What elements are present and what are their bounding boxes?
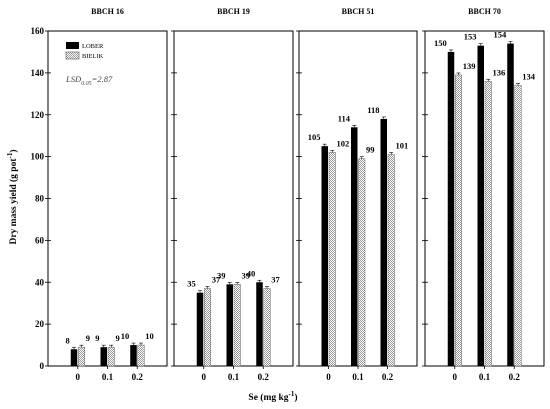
x-tick-label: 0 [453, 372, 458, 382]
data-label: 9 [95, 333, 99, 343]
x-tick-label: 0.1 [479, 372, 491, 382]
x-tick-label: 0.2 [382, 372, 394, 382]
bar-lober [380, 118, 387, 366]
data-label: 153 [464, 32, 477, 42]
x-tick-label: 0.2 [509, 372, 521, 382]
bar-lober [130, 345, 137, 366]
data-label: 99 [366, 145, 375, 155]
bar-bielik [78, 346, 85, 367]
bar-bielik [137, 344, 145, 367]
lsd-value: =2.87 [92, 74, 113, 84]
data-label: 150 [434, 38, 447, 48]
y-tick-label: 20 [35, 319, 45, 329]
bar-bielik [455, 74, 462, 367]
panel-title: BBCH 19 [217, 7, 250, 16]
y-axis-label-main: Dry mass yield (g pot [8, 158, 19, 245]
bar-bielik [107, 346, 115, 367]
data-label: 39 [242, 270, 251, 280]
data-label: 154 [494, 30, 508, 40]
x-tick-label: 0.1 [102, 372, 114, 382]
bar-bielik [387, 154, 395, 367]
x-axis-label-main: Se (mg kg [248, 392, 288, 403]
panel-title: BBCH 70 [468, 7, 501, 16]
bar-lober [256, 282, 263, 366]
bar-lober [321, 146, 328, 366]
data-label: 37 [212, 275, 221, 285]
bar-lober [477, 45, 484, 366]
bar-bielik [484, 81, 492, 367]
lsd-main: LSD [65, 74, 82, 84]
data-label: 39 [217, 270, 226, 280]
data-label: 105 [308, 132, 321, 142]
x-tick-label: 0.2 [258, 372, 270, 382]
x-axis-label-end: ) [294, 392, 297, 403]
legend-swatch-bielik [65, 51, 80, 60]
data-label: 9 [116, 333, 120, 343]
y-tick-label: 80 [35, 194, 45, 204]
bar-lober [226, 284, 233, 366]
x-axis-label: Se (mg kg-1) [248, 390, 297, 403]
panel-frame [173, 30, 294, 367]
bar-bielik [263, 288, 271, 367]
data-label: 35 [187, 279, 196, 289]
y-tick-label: 120 [31, 110, 45, 120]
bar-bielik [358, 158, 366, 367]
x-tick-label: 0 [326, 372, 331, 382]
panel-4: BBCH 70 0 150 139 0.1 153 136 0.2 154 134 [422, 7, 545, 382]
panel-2: BBCH 19 0 35 37 0.1 39 39 0.2 40 37 [171, 7, 294, 382]
y-tick-label: 100 [31, 152, 45, 162]
panel-3: BBCH 51 0 105 102 0.1 114 99 0.2 118 101 [296, 7, 418, 382]
bar-bielik [328, 152, 336, 367]
data-label: 37 [271, 275, 280, 285]
x-tick-label: 0.1 [352, 372, 364, 382]
bar-lober [447, 51, 455, 366]
y-axis-label: Dry mass yield (g pot-1) [6, 149, 19, 244]
y-tick-label: 140 [31, 68, 45, 78]
bar-bielik [514, 85, 522, 367]
bar-lober [507, 43, 514, 366]
y-axis-label-end: ) [8, 149, 19, 152]
data-label: 114 [338, 113, 351, 123]
bar-lober [70, 349, 78, 366]
data-label: 134 [522, 71, 536, 81]
bar-bielik [204, 288, 211, 367]
x-tick-label: 0 [76, 372, 81, 382]
data-label: 40 [247, 268, 256, 278]
data-label: 102 [337, 138, 350, 148]
x-axis-label-sup: -1 [289, 390, 295, 398]
y-tick-label: 160 [31, 26, 45, 36]
y-tick-label: 0 [40, 361, 45, 371]
x-tick-label: 0.1 [228, 372, 240, 382]
data-label: 8 [66, 335, 70, 345]
y-tick-label: 40 [35, 277, 45, 287]
data-label: 101 [396, 141, 409, 151]
bar-lober [196, 292, 204, 366]
data-label: 9 [86, 333, 90, 343]
lsd-annotation: LSD0.05=2.87 [65, 74, 113, 87]
bar-lober [100, 347, 107, 366]
x-tick-label: 0 [202, 372, 207, 382]
legend-label-bielik: BIELIK [82, 53, 104, 60]
y-axis-label-sup: -1 [6, 152, 14, 158]
data-label: 136 [493, 67, 506, 77]
panel-frame [298, 30, 418, 367]
panel-title: BBCH 51 [342, 7, 375, 16]
lsd-sub: 0.05 [81, 81, 92, 87]
legend-label-lober: LOBER [82, 43, 104, 50]
legend: LOBER BIELIK [65, 42, 104, 60]
data-label: 10 [145, 331, 154, 341]
panel-title: BBCH 16 [91, 7, 124, 16]
legend-swatch-lober [66, 42, 79, 49]
x-tick-label: 0.2 [132, 372, 144, 382]
data-label: 139 [463, 61, 476, 71]
data-label: 10 [121, 331, 130, 341]
bar-lober [351, 127, 358, 366]
y-tick-label: 60 [35, 235, 45, 245]
data-label: 118 [367, 105, 379, 115]
bar-bielik [233, 284, 241, 367]
